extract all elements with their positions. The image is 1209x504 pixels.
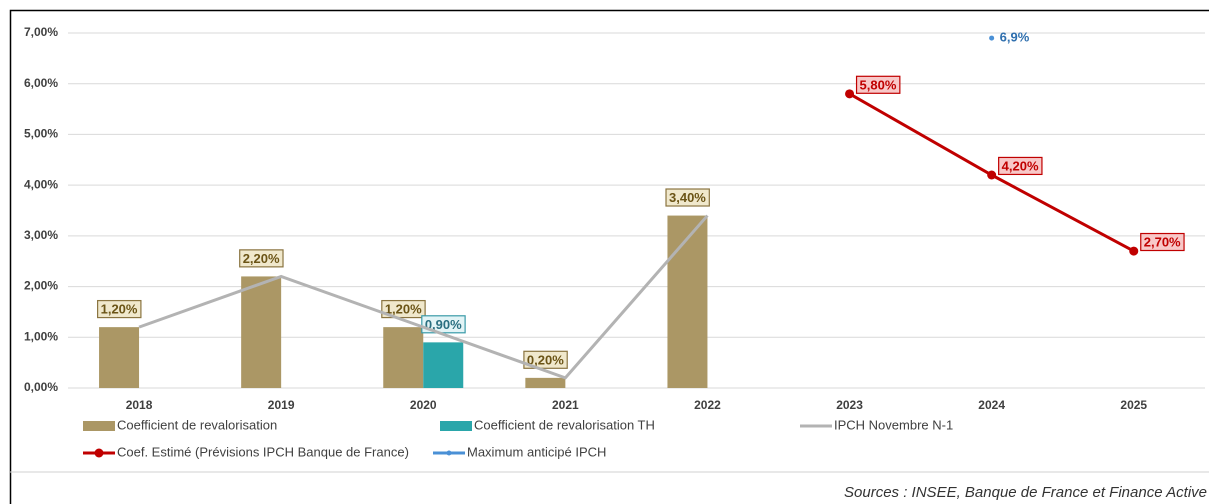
bar (525, 377, 566, 388)
data-label-box (998, 156, 1043, 176)
x-tick-label: 2023 (836, 398, 863, 412)
data-label-box (523, 350, 568, 369)
data-label: 2,70% (1144, 235, 1181, 250)
x-tick-label: 2020 (410, 398, 437, 412)
bar (667, 215, 708, 388)
bar (423, 342, 464, 388)
data-label: 1,20% (385, 302, 422, 317)
data-label: 4,20% (1002, 158, 1039, 173)
y-tick-label: 7,00% (24, 25, 58, 39)
source: Sources : INSEE, Banque de France et Fin… (844, 484, 1207, 501)
x-tick-label: 2018 (126, 398, 153, 412)
y-tick-label: 0,00% (24, 380, 58, 394)
y-tick-label: 6,00% (24, 76, 58, 90)
x-tick-label: 2025 (1120, 398, 1147, 412)
data-label-box (381, 299, 426, 319)
legend-label: IPCH Novembre N-1 (834, 417, 953, 432)
legend-label: Coef. Estimé (Prévisions IPCH Banque de … (117, 444, 409, 459)
data-label: 3,40% (669, 190, 706, 205)
legend-swatch (83, 421, 115, 431)
bar (99, 327, 140, 388)
bar (383, 327, 424, 388)
data-label: 1,20% (101, 302, 138, 317)
y-tick-label: 3,00% (24, 228, 58, 242)
y-tick-label: 1,00% (24, 329, 58, 343)
legend-swatch (440, 421, 472, 431)
legend-label: Coefficient de revalorisation (117, 417, 277, 432)
y-tick-label: 4,00% (24, 177, 58, 191)
legend-marker (94, 448, 104, 458)
data-label-box (1140, 232, 1185, 252)
legend-label: Coefficient de revalorisation TH (474, 417, 655, 432)
legend-label: Maximum anticipé IPCH (467, 444, 606, 459)
line (138, 214, 709, 380)
marker (989, 35, 995, 41)
x-tick-label: 2022 (694, 398, 721, 412)
y-tick-label: 2,00% (24, 279, 58, 293)
legend-marker (446, 450, 452, 456)
marker (987, 170, 997, 180)
y-tick-label: 5,00% (24, 127, 58, 141)
marker (845, 89, 855, 99)
data-label: 0,20% (527, 352, 564, 367)
x-tick-label: 2019 (268, 398, 295, 412)
data-label: 5,80% (860, 77, 897, 92)
data-label-box (665, 188, 710, 207)
data-label: 6,9% (1000, 30, 1030, 45)
bar (241, 276, 282, 388)
data-label-box (855, 75, 901, 94)
data-label-box (239, 249, 284, 268)
data-label: 0,90% (425, 317, 462, 332)
x-tick-label: 2024 (978, 398, 1005, 412)
frame (9, 9, 1209, 504)
marker (1129, 246, 1139, 256)
data-label: 2,20% (243, 251, 280, 266)
data-label-box (97, 299, 142, 319)
x-tick-label: 2021 (552, 398, 579, 412)
